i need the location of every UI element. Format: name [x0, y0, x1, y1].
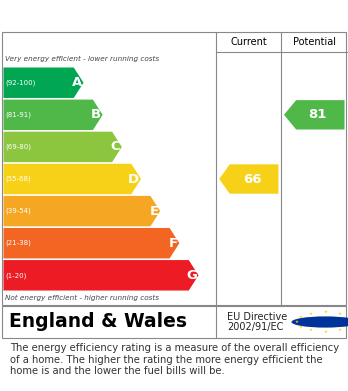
Text: B: B [91, 108, 101, 121]
Polygon shape [3, 196, 160, 226]
Text: 2002/91/EC: 2002/91/EC [227, 322, 283, 332]
Text: EU Directive: EU Directive [227, 312, 287, 322]
Polygon shape [284, 100, 345, 129]
Polygon shape [219, 164, 278, 194]
Text: ★: ★ [323, 310, 327, 314]
Text: (39-54): (39-54) [6, 208, 31, 214]
Text: England & Wales: England & Wales [9, 312, 187, 331]
Text: ★: ★ [309, 328, 313, 332]
Text: ★: ★ [295, 320, 299, 324]
Ellipse shape [291, 316, 348, 328]
Text: 66: 66 [243, 172, 262, 185]
Text: E: E [149, 204, 158, 218]
Text: (81-91): (81-91) [6, 111, 32, 118]
Text: A: A [72, 76, 82, 89]
Text: (69-80): (69-80) [6, 143, 32, 150]
Text: G: G [186, 269, 197, 282]
Text: F: F [168, 237, 177, 250]
Polygon shape [3, 100, 103, 130]
Text: ★: ★ [299, 315, 303, 319]
Text: ★: ★ [323, 330, 327, 334]
Polygon shape [3, 164, 141, 194]
Text: Not energy efficient - higher running costs: Not energy efficient - higher running co… [5, 295, 159, 301]
Polygon shape [3, 228, 179, 258]
Text: (55-68): (55-68) [6, 176, 31, 182]
Text: ★: ★ [309, 312, 313, 316]
Text: 81: 81 [309, 108, 327, 121]
Text: Potential: Potential [293, 37, 336, 47]
Text: C: C [110, 140, 120, 153]
Polygon shape [3, 68, 84, 98]
Text: ★: ★ [299, 325, 303, 329]
Text: Very energy efficient - lower running costs: Very energy efficient - lower running co… [5, 56, 159, 62]
Text: Energy Efficiency Rating: Energy Efficiency Rating [9, 9, 230, 23]
Text: ★: ★ [338, 312, 342, 316]
Text: The energy efficiency rating is a measure of the overall efficiency of a home. T: The energy efficiency rating is a measur… [10, 343, 340, 377]
Text: (21-38): (21-38) [6, 240, 31, 246]
Text: D: D [128, 172, 139, 185]
Polygon shape [3, 260, 198, 291]
Polygon shape [3, 132, 122, 162]
Text: Current: Current [230, 37, 267, 47]
Text: (92-100): (92-100) [6, 79, 36, 86]
Text: ★: ★ [338, 328, 342, 332]
Text: (1-20): (1-20) [6, 272, 27, 278]
